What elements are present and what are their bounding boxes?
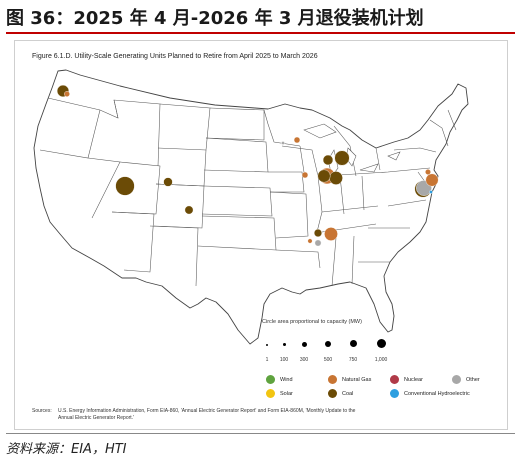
figure-title: Figure 6.1.D. Utility-Scale Generating U… bbox=[32, 53, 318, 60]
legend-coal-label: Coal bbox=[342, 390, 354, 397]
size-label-500: 500 bbox=[323, 357, 333, 363]
size-dot-1 bbox=[266, 344, 268, 346]
plant-marker-in-coal bbox=[329, 171, 343, 185]
plant-marker-mi-coal bbox=[334, 150, 350, 166]
size-label-100: 100 bbox=[279, 357, 289, 363]
size-label-300: 300 bbox=[299, 357, 309, 363]
size-label-1000: 1,000 bbox=[374, 357, 388, 363]
legend-hydro: Conventional Hydroelectric bbox=[390, 389, 470, 398]
size-legend-title: Circle area proportional to capacity (MW… bbox=[262, 319, 362, 325]
plant-marker-nj-natural-gas bbox=[425, 173, 439, 187]
legend-solar-label: Solar bbox=[280, 390, 293, 397]
legend-nuclear: Nuclear bbox=[390, 375, 423, 384]
plant-marker-tn-other bbox=[314, 239, 322, 247]
plant-marker-ms-natural-gas bbox=[307, 238, 313, 244]
us-outline bbox=[33, 69, 469, 345]
page-title: 图 36：2025 年 4 月-2026 年 3 月退役装机计划 bbox=[6, 8, 424, 29]
plant-marker-ut-coal bbox=[115, 176, 135, 196]
plant-marker-wi-other bbox=[281, 141, 285, 145]
retiring-plants-layer bbox=[56, 84, 439, 247]
plant-marker-de-conventional-hydroelectric bbox=[429, 190, 433, 194]
plant-marker-ky-natural-gas bbox=[324, 227, 338, 241]
size-dot-300 bbox=[302, 342, 307, 347]
plant-marker-co-coal bbox=[163, 177, 173, 187]
plant-marker-ny-natural-gas bbox=[425, 169, 431, 175]
plant-marker-mo-natural-gas bbox=[301, 171, 309, 179]
size-dot-100 bbox=[283, 343, 286, 346]
plant-marker-wi-coal bbox=[322, 154, 334, 166]
legend-nuclear-swatch bbox=[390, 375, 399, 384]
plant-marker-wa-natural-gas bbox=[64, 91, 70, 97]
legend-hydro-swatch bbox=[390, 389, 399, 398]
sources-label: Sources: bbox=[32, 408, 52, 414]
legend-natural-gas: Natural Gas bbox=[328, 375, 371, 384]
sources-note: Sources: U.S. Energy Information Administ… bbox=[32, 408, 355, 422]
size-legend: 1 100 300 500 750 1,000 bbox=[258, 334, 393, 363]
legend-other-swatch bbox=[452, 375, 461, 384]
legend-coal: Coal bbox=[328, 389, 353, 398]
title-divider bbox=[6, 32, 515, 34]
legend-other: Other bbox=[452, 375, 480, 384]
legend-wind: Wind bbox=[266, 375, 293, 384]
sources-line-2: Annual Electric Generator Report.' bbox=[58, 415, 134, 421]
plant-marker-il-coal bbox=[317, 169, 331, 183]
legend-hydro-label: Conventional Hydroelectric bbox=[404, 390, 470, 397]
legend-wind-swatch bbox=[266, 375, 275, 384]
size-dot-500 bbox=[325, 341, 331, 347]
plant-marker-wi-natural-gas bbox=[293, 136, 301, 144]
conus-outline bbox=[33, 69, 469, 345]
legend-solar: Solar bbox=[266, 389, 293, 398]
size-label-1: 1 bbox=[265, 357, 269, 363]
legend-other-label: Other bbox=[466, 376, 480, 383]
legend-wind-label: Wind bbox=[280, 376, 293, 383]
legend-natural-gas-swatch bbox=[328, 375, 337, 384]
plant-marker-co-coal bbox=[184, 205, 194, 215]
source-footer: 资料来源：EIA，HTI bbox=[6, 442, 127, 457]
size-label-750: 750 bbox=[348, 357, 358, 363]
sources-line-1: U.S. Energy Information Administration, … bbox=[58, 408, 356, 414]
plant-marker-tn-coal bbox=[313, 228, 323, 238]
size-dot-1000 bbox=[377, 339, 386, 348]
size-dot-750 bbox=[350, 340, 357, 347]
legend-natural-gas-label: Natural Gas bbox=[342, 376, 372, 383]
footer-divider bbox=[6, 433, 515, 434]
state-borders bbox=[39, 97, 457, 287]
fuel-legend: Wind Natural Gas Nuclear Other Solar Coa… bbox=[262, 372, 492, 402]
legend-solar-swatch bbox=[266, 389, 275, 398]
legend-coal-swatch bbox=[328, 389, 337, 398]
legend-nuclear-label: Nuclear bbox=[404, 376, 423, 383]
